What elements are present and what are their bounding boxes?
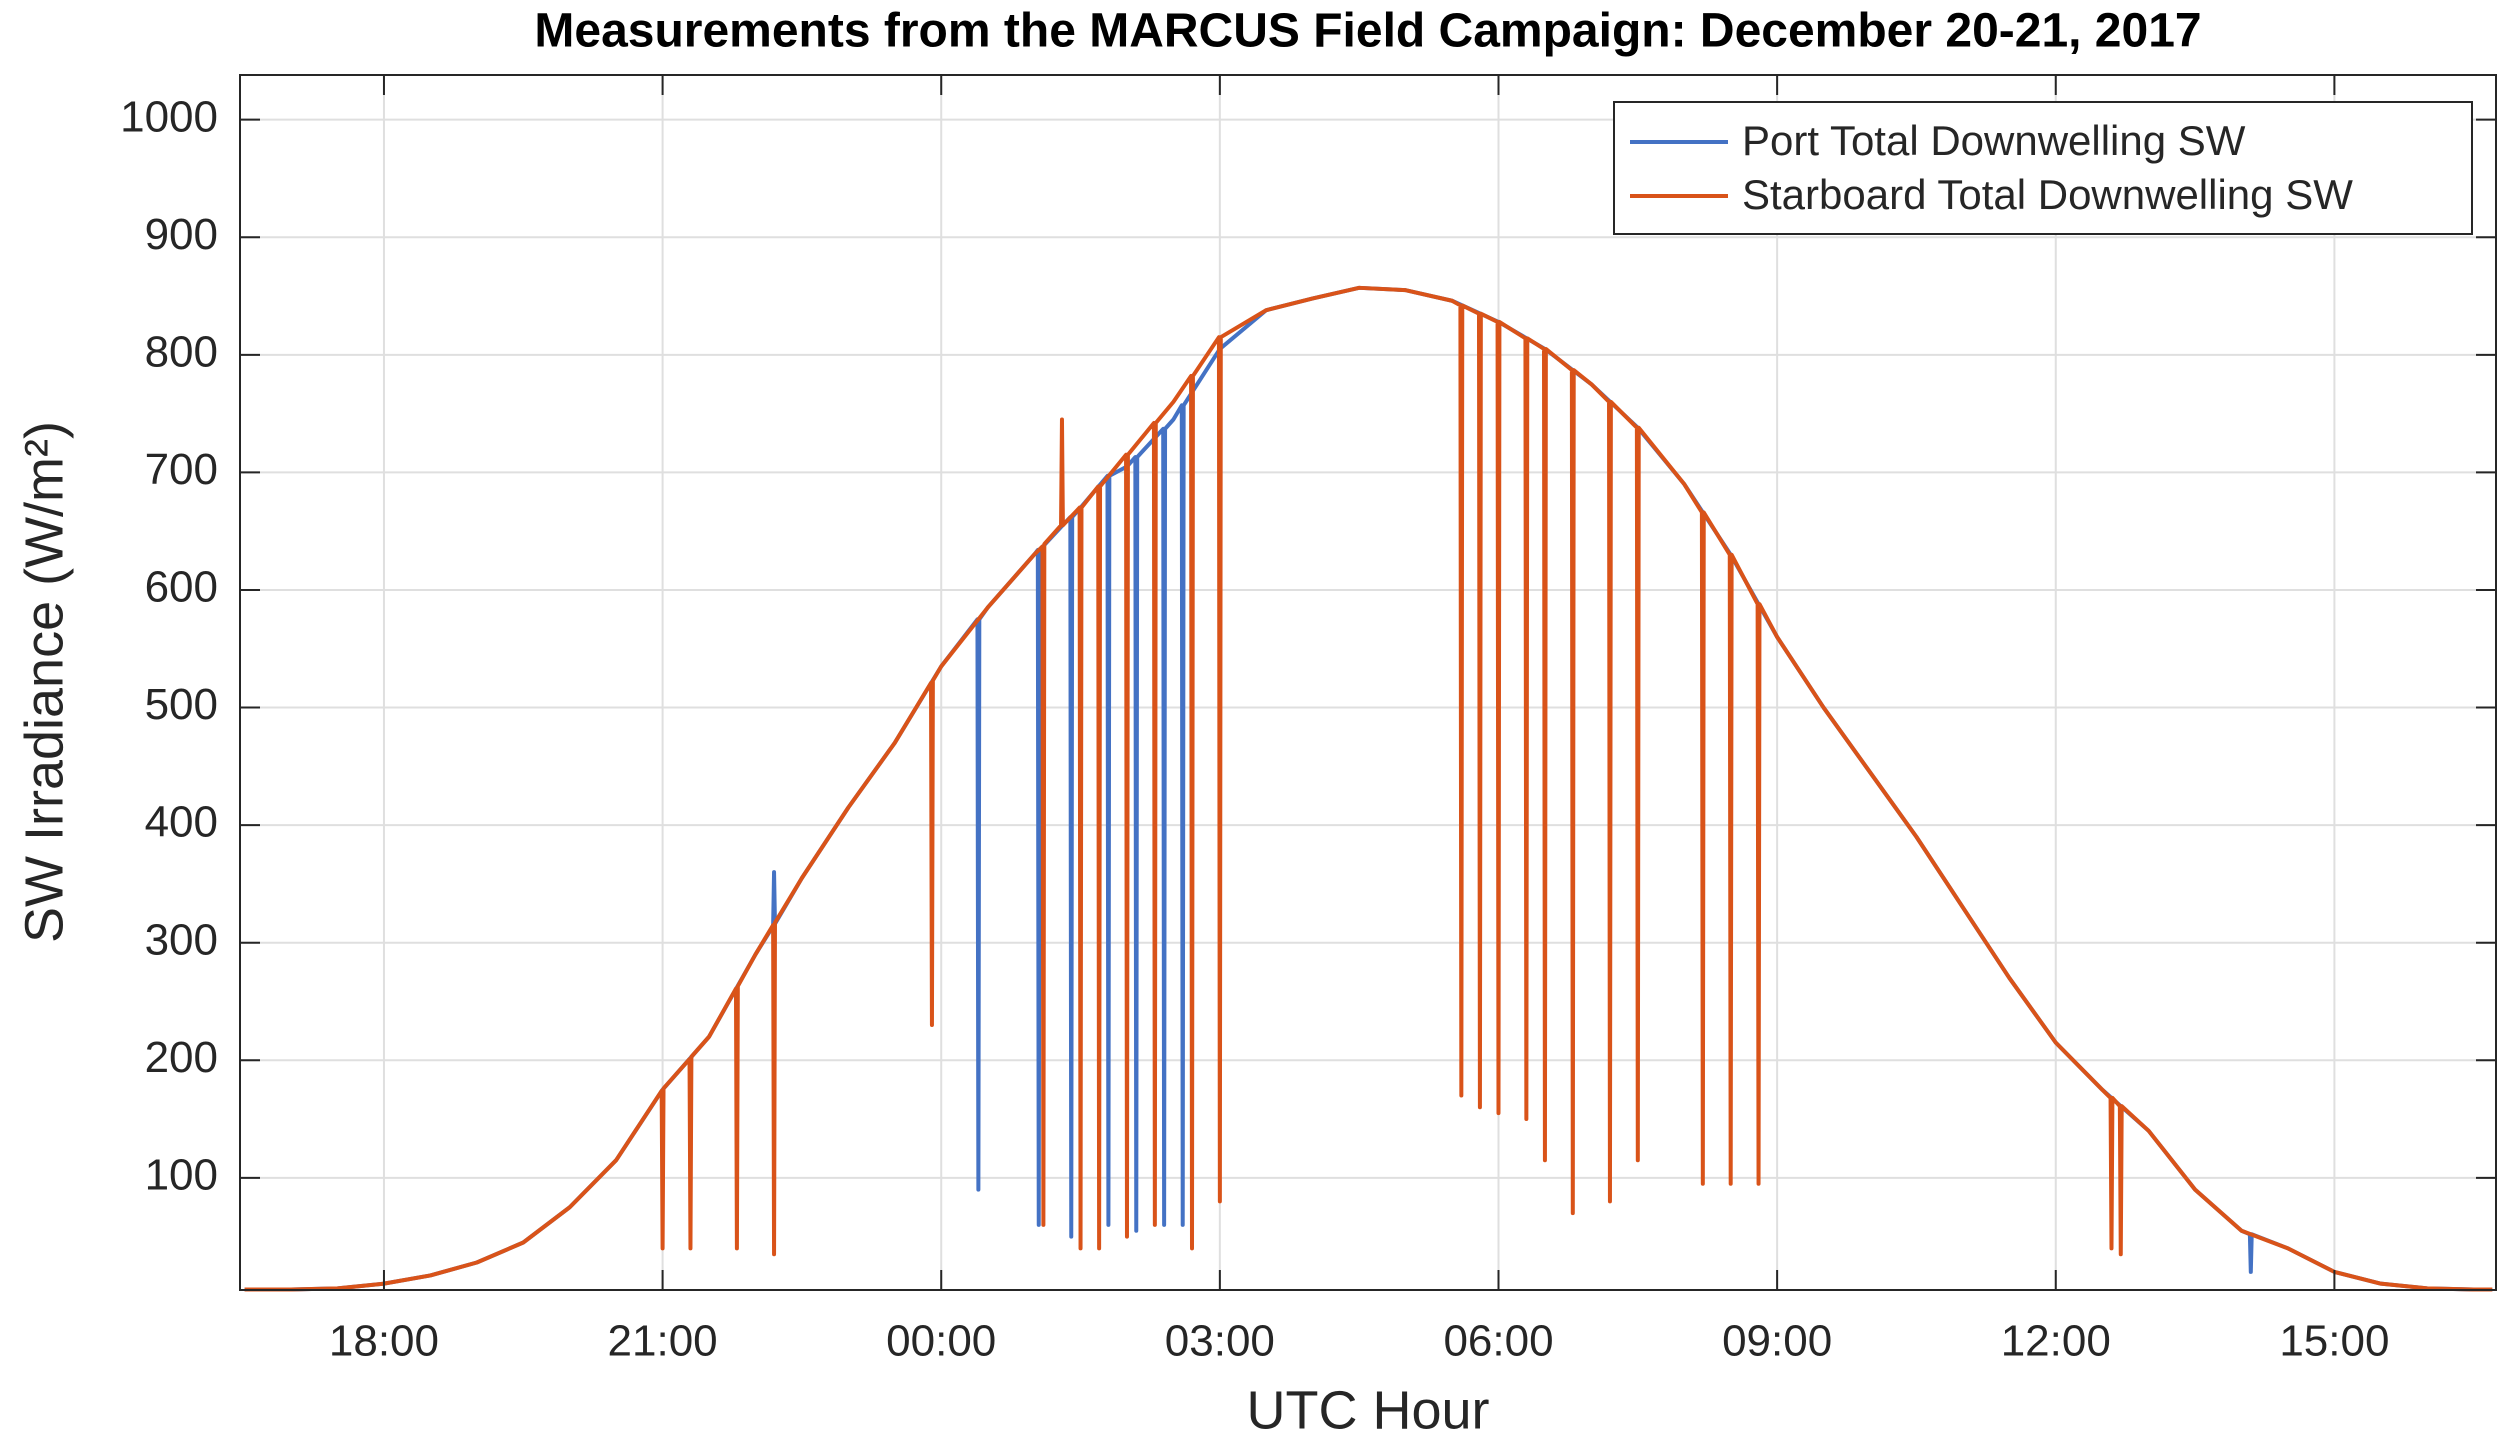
x-tick-label: 15:00 bbox=[2279, 1317, 2389, 1366]
data-line bbox=[244, 285, 2493, 1292]
x-tick-label: 12:00 bbox=[2001, 1317, 2111, 1366]
y-tick-label: 800 bbox=[145, 327, 218, 376]
y-tick-label: 400 bbox=[145, 798, 218, 847]
x-tick-label: 06:00 bbox=[1443, 1317, 1553, 1366]
x-tick-label: 03:00 bbox=[1165, 1317, 1275, 1366]
y-tick-label: 600 bbox=[145, 563, 218, 612]
legend: Port Total Downwelling SW Starboard Total… bbox=[1613, 101, 2473, 235]
y-tick-label: 900 bbox=[145, 210, 218, 259]
y-axis-label: SW Irradiance (W/m²) bbox=[14, 421, 74, 943]
y-tick-label: 1000 bbox=[120, 92, 218, 141]
plot-frame bbox=[239, 74, 2497, 1291]
legend-label: Starboard Total Downwelling SW bbox=[1742, 171, 2353, 218]
x-tick-label: 18:00 bbox=[329, 1317, 439, 1366]
x-tick-label: 09:00 bbox=[1722, 1317, 1832, 1366]
legend-box bbox=[1613, 101, 2473, 235]
chart-title: Measurements from the MARCUS Field Campa… bbox=[534, 5, 2201, 58]
x-axis-label: UTC Hour bbox=[1246, 1380, 1489, 1440]
lines-layer bbox=[244, 285, 2493, 1292]
y-tick-label: 300 bbox=[145, 915, 218, 964]
legend-label: Port Total Downwelling SW bbox=[1742, 117, 2246, 164]
y-tick-label: 500 bbox=[145, 680, 218, 729]
y-tick-label: 700 bbox=[145, 445, 218, 494]
y-tick-label: 100 bbox=[145, 1150, 218, 1199]
x-tick-label: 21:00 bbox=[608, 1317, 718, 1366]
x-tick-label: 00:00 bbox=[886, 1317, 996, 1366]
ticks-layer: 100 200 300 400 500 600 700 800 900 1000 18:00 21:0… bbox=[120, 75, 2496, 1366]
y-tick-label: 200 bbox=[145, 1033, 218, 1082]
